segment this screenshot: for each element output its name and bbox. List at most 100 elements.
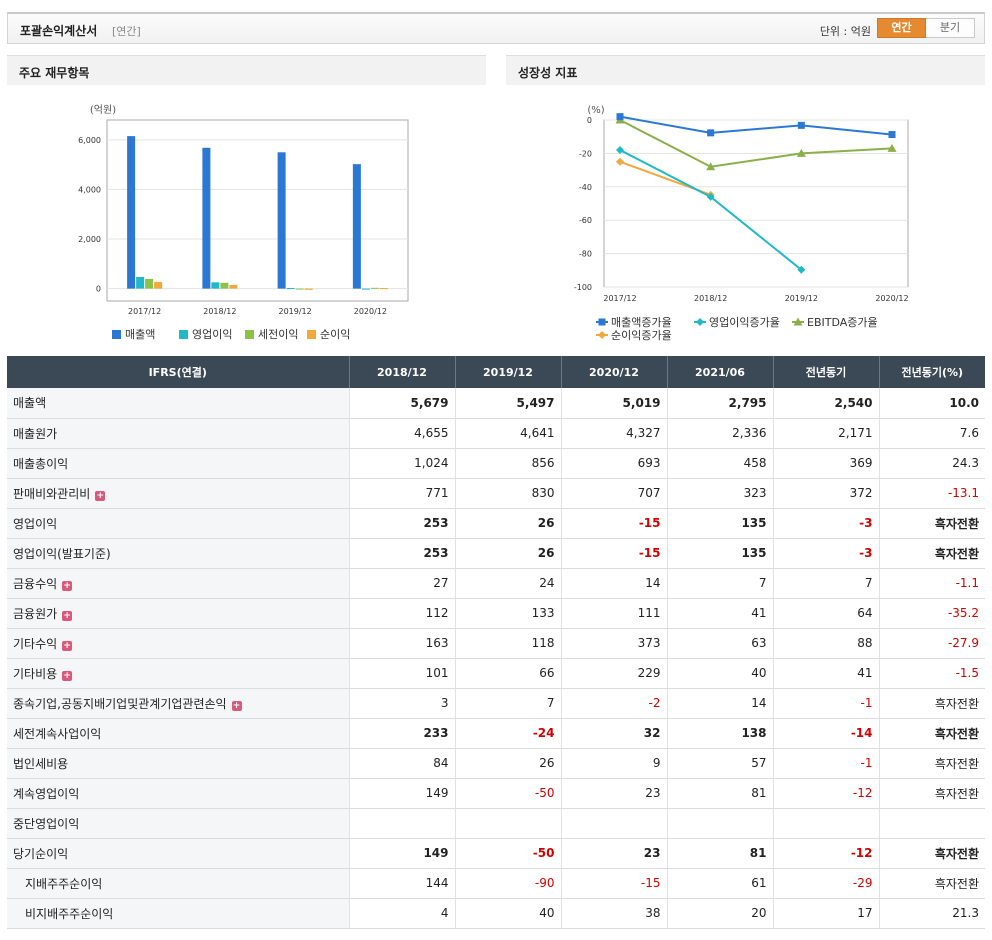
y-axis-label: (억원) xyxy=(90,104,116,116)
cell-value: 4,327 xyxy=(626,426,661,440)
cell-value: 32 xyxy=(643,726,661,740)
bar xyxy=(220,282,229,289)
expand-icon[interactable]: + xyxy=(62,670,73,681)
table-row: 매출원가 4,655 4,641 4,327 2,336 2,171 7.6 xyxy=(7,418,985,449)
cell-value: -35.2 xyxy=(947,606,979,620)
expand-icon[interactable]: + xyxy=(95,490,106,501)
x-tick-label: 2017/12 xyxy=(603,294,636,303)
table-cell: -1 xyxy=(773,748,880,779)
financial-items-chart: (억원) 6,000 4,000 2,000 0 2017/12 2018/12 2019/1… xyxy=(78,104,409,341)
table-row: 매출총이익 1,024 856 693 458 369 24.3 xyxy=(7,448,985,479)
series-line xyxy=(619,115,893,136)
row-label: 영업이익 xyxy=(7,508,350,539)
table-cell: 253 xyxy=(349,508,456,539)
cell-value: -15 xyxy=(638,546,661,560)
column-header: 전년동기 xyxy=(773,356,880,388)
expand-icon[interactable]: + xyxy=(62,640,73,651)
row-label: 매출원가 xyxy=(7,418,350,449)
cell-value: -15 xyxy=(638,516,661,530)
y-tick-label: 0 xyxy=(587,116,592,125)
expand-icon[interactable]: + xyxy=(62,580,73,591)
data-point xyxy=(616,157,624,166)
table-cell: 135 xyxy=(667,508,774,539)
cell-value: 24.3 xyxy=(952,456,979,470)
cell-value: 흑자전환 xyxy=(934,726,979,741)
y-tick-label: -100 xyxy=(574,283,592,292)
table-cell: 21.3 xyxy=(879,898,985,929)
cell-value: 149 xyxy=(425,786,449,800)
table-cell: -2 xyxy=(561,688,668,719)
cell-value: -1.1 xyxy=(955,576,979,590)
table-cell: 흑자전환 xyxy=(879,778,985,809)
cell-value: 14 xyxy=(645,576,661,590)
expand-icon[interactable]: + xyxy=(62,610,73,621)
cell-value: -1 xyxy=(860,756,873,770)
cell-value: 693 xyxy=(637,456,661,470)
column-header[interactable]: 2018/12 xyxy=(349,356,456,388)
table-cell: 138 xyxy=(667,718,774,749)
y-tick-label: -20 xyxy=(579,149,592,158)
row-label: 비지배주주순이익 xyxy=(7,898,350,929)
table-cell: 856 xyxy=(455,448,562,479)
tab-annual[interactable]: 연간 xyxy=(877,18,926,38)
table-cell: 흑자전환 xyxy=(879,748,985,779)
legend-label: 순이익 xyxy=(320,328,350,341)
table-cell: -24 xyxy=(455,718,562,749)
table-cell: 112 xyxy=(349,598,456,629)
table-cell: 84 xyxy=(349,748,456,779)
column-header[interactable]: 2020/12 xyxy=(561,356,668,388)
statement-header: 포괄손익계산서 [연간] 단위 : 억원 연간 분기 xyxy=(7,12,985,44)
cell-value: 2,540 xyxy=(834,395,873,410)
tab-quarter[interactable]: 분기 xyxy=(926,18,975,38)
table-cell: 88 xyxy=(773,628,880,659)
cell-value: 흑자전환 xyxy=(934,696,979,711)
column-header: 전년동기(%) xyxy=(879,356,985,388)
bar xyxy=(379,288,388,290)
table-cell: 2,336 xyxy=(667,418,774,449)
cell-value: 23 xyxy=(645,786,661,800)
table-cell: 707 xyxy=(561,478,668,509)
table-row: 기타수익 +163 118 373 63 88 -27.9 xyxy=(7,628,985,659)
table-cell: 17 xyxy=(773,898,880,929)
table-cell: -29 xyxy=(773,868,880,899)
cell-value: 771 xyxy=(425,486,449,500)
column-header[interactable]: 2019/12 xyxy=(455,356,562,388)
cell-value: 흑자전환 xyxy=(934,546,979,561)
cell-value: 5,497 xyxy=(516,395,555,410)
table-cell: 61 xyxy=(667,868,774,899)
cell-value: 21.3 xyxy=(952,906,979,920)
cell-value: -3 xyxy=(859,546,873,560)
table-cell: 3 xyxy=(349,688,456,719)
table-cell xyxy=(349,808,456,839)
cell-value: 2,336 xyxy=(732,426,767,440)
table-cell: -35.2 xyxy=(879,598,985,629)
y-tick-label: 6,000 xyxy=(78,136,101,145)
table-cell: 20 xyxy=(667,898,774,929)
table-cell: -90 xyxy=(455,868,562,899)
cell-value: 135 xyxy=(741,546,767,560)
legend-label: 순이익증가율 xyxy=(611,329,672,342)
column-header[interactable]: 2021/06 xyxy=(667,356,774,388)
cell-value: 5,679 xyxy=(410,395,449,410)
row-label-text: 영업이익 xyxy=(13,516,58,531)
table-cell: 369 xyxy=(773,448,880,479)
row-label-text: 비지배주주순이익 xyxy=(25,906,114,921)
bar xyxy=(211,282,220,289)
cell-value: 20 xyxy=(751,906,767,920)
table-cell: 373 xyxy=(561,628,668,659)
cell-value: -27.9 xyxy=(947,636,979,650)
expand-icon[interactable]: + xyxy=(231,700,242,711)
table-cell: 7 xyxy=(667,568,774,599)
cell-value: 133 xyxy=(531,606,555,620)
table-cell: 118 xyxy=(455,628,562,659)
table-row: 금융원가 +112 133 111 41 64 -35.2 xyxy=(7,598,985,629)
bar xyxy=(154,281,163,289)
cell-value: 38 xyxy=(645,906,661,920)
row-label-text: 매출총이익 xyxy=(13,456,69,471)
row-label: 매출액 xyxy=(7,388,350,419)
table-cell: 7 xyxy=(455,688,562,719)
cell-value: -1 xyxy=(860,696,873,710)
column-header: IFRS(연결) xyxy=(7,356,350,388)
statement-title: 포괄손익계산서 xyxy=(20,24,98,38)
cell-value: 17 xyxy=(857,906,873,920)
